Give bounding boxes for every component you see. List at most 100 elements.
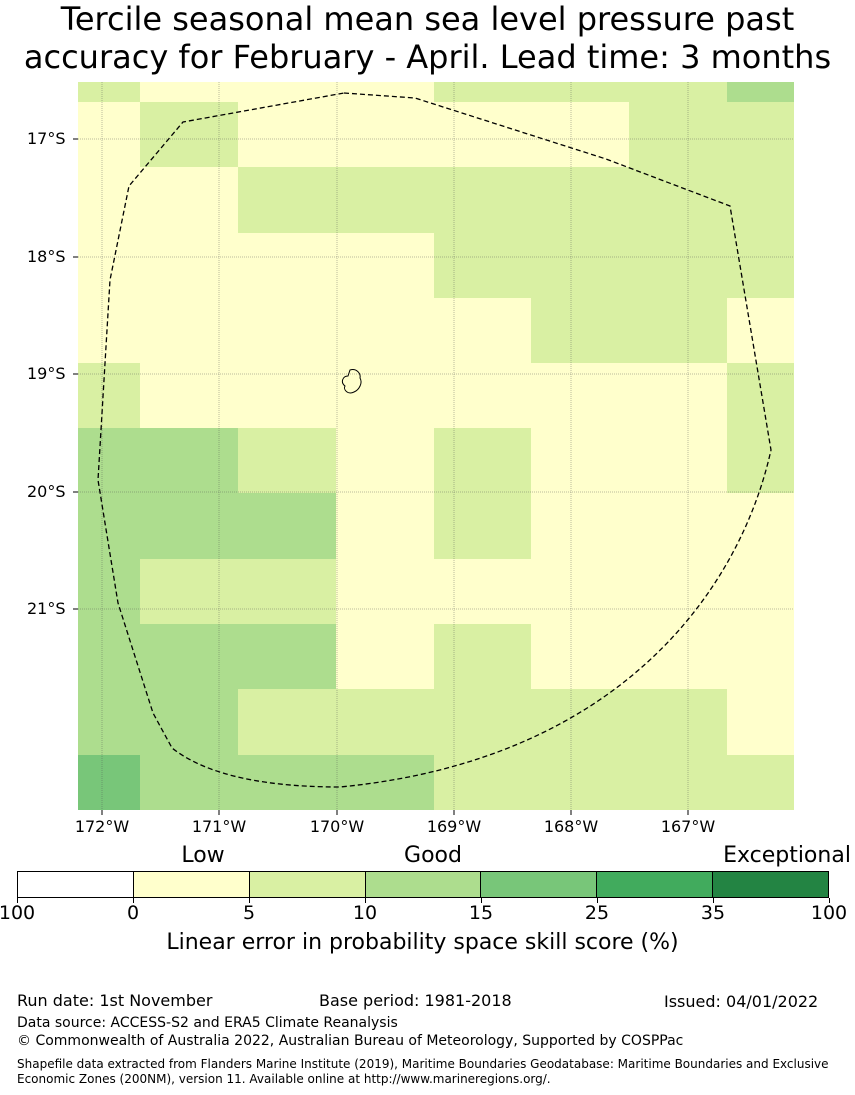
grid-cell bbox=[78, 363, 140, 428]
shapefile-note: Shapefile data extracted from Flanders M… bbox=[17, 1057, 829, 1086]
skill-map bbox=[73, 82, 794, 815]
grid-cell bbox=[434, 102, 531, 167]
grid-cell bbox=[531, 298, 629, 363]
colorbar-tick-mark bbox=[249, 898, 250, 903]
grid-cell bbox=[78, 689, 140, 755]
grid-cell bbox=[78, 624, 140, 689]
grid-cell bbox=[78, 559, 140, 624]
colorbar-segment bbox=[713, 872, 829, 897]
grid-cell bbox=[238, 493, 336, 559]
grid-cell bbox=[140, 167, 238, 233]
grid-cell bbox=[629, 363, 727, 428]
colorbar-tick-label: 15 bbox=[468, 902, 494, 924]
grid-cell bbox=[434, 689, 531, 755]
grid-cell bbox=[629, 689, 727, 755]
colorbar-tick-label: 5 bbox=[242, 902, 256, 924]
legend-category-low: Low bbox=[181, 843, 225, 868]
grid-cell bbox=[727, 624, 794, 689]
grid-cell bbox=[238, 689, 336, 755]
colorbar-segment bbox=[481, 872, 598, 897]
colorbar-title: Linear error in probability space skill … bbox=[166, 930, 679, 955]
map-panel bbox=[0, 80, 855, 840]
grid-cell bbox=[140, 428, 238, 493]
grid-cell bbox=[434, 493, 531, 559]
base-period: Base period: 1981-2018 bbox=[319, 991, 512, 1010]
grid-cell bbox=[727, 428, 794, 493]
grid-cell bbox=[78, 428, 140, 493]
grid-cell bbox=[434, 233, 531, 298]
grid-cell bbox=[238, 624, 336, 689]
grid-cell bbox=[238, 102, 336, 167]
grid-cell bbox=[629, 624, 727, 689]
grid-cell bbox=[434, 624, 531, 689]
legend-category-good: Good bbox=[404, 843, 462, 868]
grid-cell bbox=[727, 167, 794, 233]
chart-title: Tercile seasonal mean sea level pressure… bbox=[0, 0, 855, 76]
grid-cell bbox=[336, 298, 434, 363]
grid-cell bbox=[531, 167, 629, 233]
grid-cell bbox=[336, 559, 434, 624]
grid-cell bbox=[531, 624, 629, 689]
grid-cell bbox=[629, 493, 727, 559]
grid-cell bbox=[336, 363, 434, 428]
island-outline bbox=[341, 369, 362, 394]
grid-cell bbox=[434, 559, 531, 624]
colorbar-tick-label: 25 bbox=[584, 902, 610, 924]
colorbar bbox=[17, 871, 829, 898]
grid-cell bbox=[78, 82, 140, 102]
grid-cell bbox=[434, 755, 531, 810]
grid-cell bbox=[336, 233, 434, 298]
lat-label-19s: 19°S bbox=[27, 364, 66, 383]
grid-cell bbox=[434, 298, 531, 363]
issued-date: Issued: 04/01/2022 bbox=[664, 992, 819, 1011]
grid-cell bbox=[336, 689, 434, 755]
grid-cell bbox=[78, 167, 140, 233]
grid-cell bbox=[531, 428, 629, 493]
eez-boundary bbox=[97, 92, 772, 788]
grid-cell bbox=[629, 82, 727, 102]
grid-cell bbox=[434, 167, 531, 233]
grid-cell bbox=[336, 755, 434, 810]
grid-cell bbox=[336, 167, 434, 233]
copyright: © Commonwealth of Australia 2022, Austra… bbox=[17, 1033, 684, 1049]
grid-cell bbox=[531, 689, 629, 755]
grid-cell bbox=[238, 167, 336, 233]
colorbar-segment bbox=[597, 872, 714, 897]
lat-label-17s: 17°S bbox=[27, 129, 66, 148]
colorbar-tick-label: 35 bbox=[700, 902, 726, 924]
grid-cell bbox=[727, 298, 794, 363]
grid-cell bbox=[434, 363, 531, 428]
grid-cell bbox=[238, 82, 336, 102]
lon-label-172w: 172°W bbox=[74, 817, 130, 836]
grid-cell bbox=[78, 102, 140, 167]
grid-cell bbox=[78, 493, 140, 559]
grid-cell bbox=[531, 559, 629, 624]
grid-cell bbox=[531, 363, 629, 428]
colorbar-tick-mark bbox=[133, 898, 134, 903]
grid-cell bbox=[629, 298, 727, 363]
run-date: Run date: 1st November bbox=[17, 991, 213, 1010]
grid-cell bbox=[238, 298, 336, 363]
grid-cell bbox=[727, 493, 794, 559]
grid-cell bbox=[531, 82, 629, 102]
grid-cell bbox=[140, 233, 238, 298]
grid-cell bbox=[238, 755, 336, 810]
title-line-2: accuracy for February - April. Lead time… bbox=[23, 38, 832, 76]
colorbar-segment bbox=[249, 872, 366, 897]
grid-cell bbox=[238, 428, 336, 493]
colorbar-tick-label: 10 bbox=[352, 902, 378, 924]
colorbar-tick-mark bbox=[597, 898, 598, 903]
colorbar-tick-mark bbox=[713, 898, 714, 903]
grid-cell bbox=[140, 102, 238, 167]
grid-cell bbox=[336, 493, 434, 559]
lat-label-21s: 21°S bbox=[27, 599, 66, 618]
grid-cell bbox=[629, 428, 727, 493]
grid-cell bbox=[434, 428, 531, 493]
grid-cell bbox=[531, 233, 629, 298]
grid-cell bbox=[531, 755, 629, 810]
lon-label-170w: 170°W bbox=[309, 817, 365, 836]
lat-label-20s: 20°S bbox=[27, 482, 66, 501]
grid-cell bbox=[140, 755, 238, 810]
grid-cell bbox=[140, 82, 238, 102]
grid-cell bbox=[434, 82, 531, 102]
